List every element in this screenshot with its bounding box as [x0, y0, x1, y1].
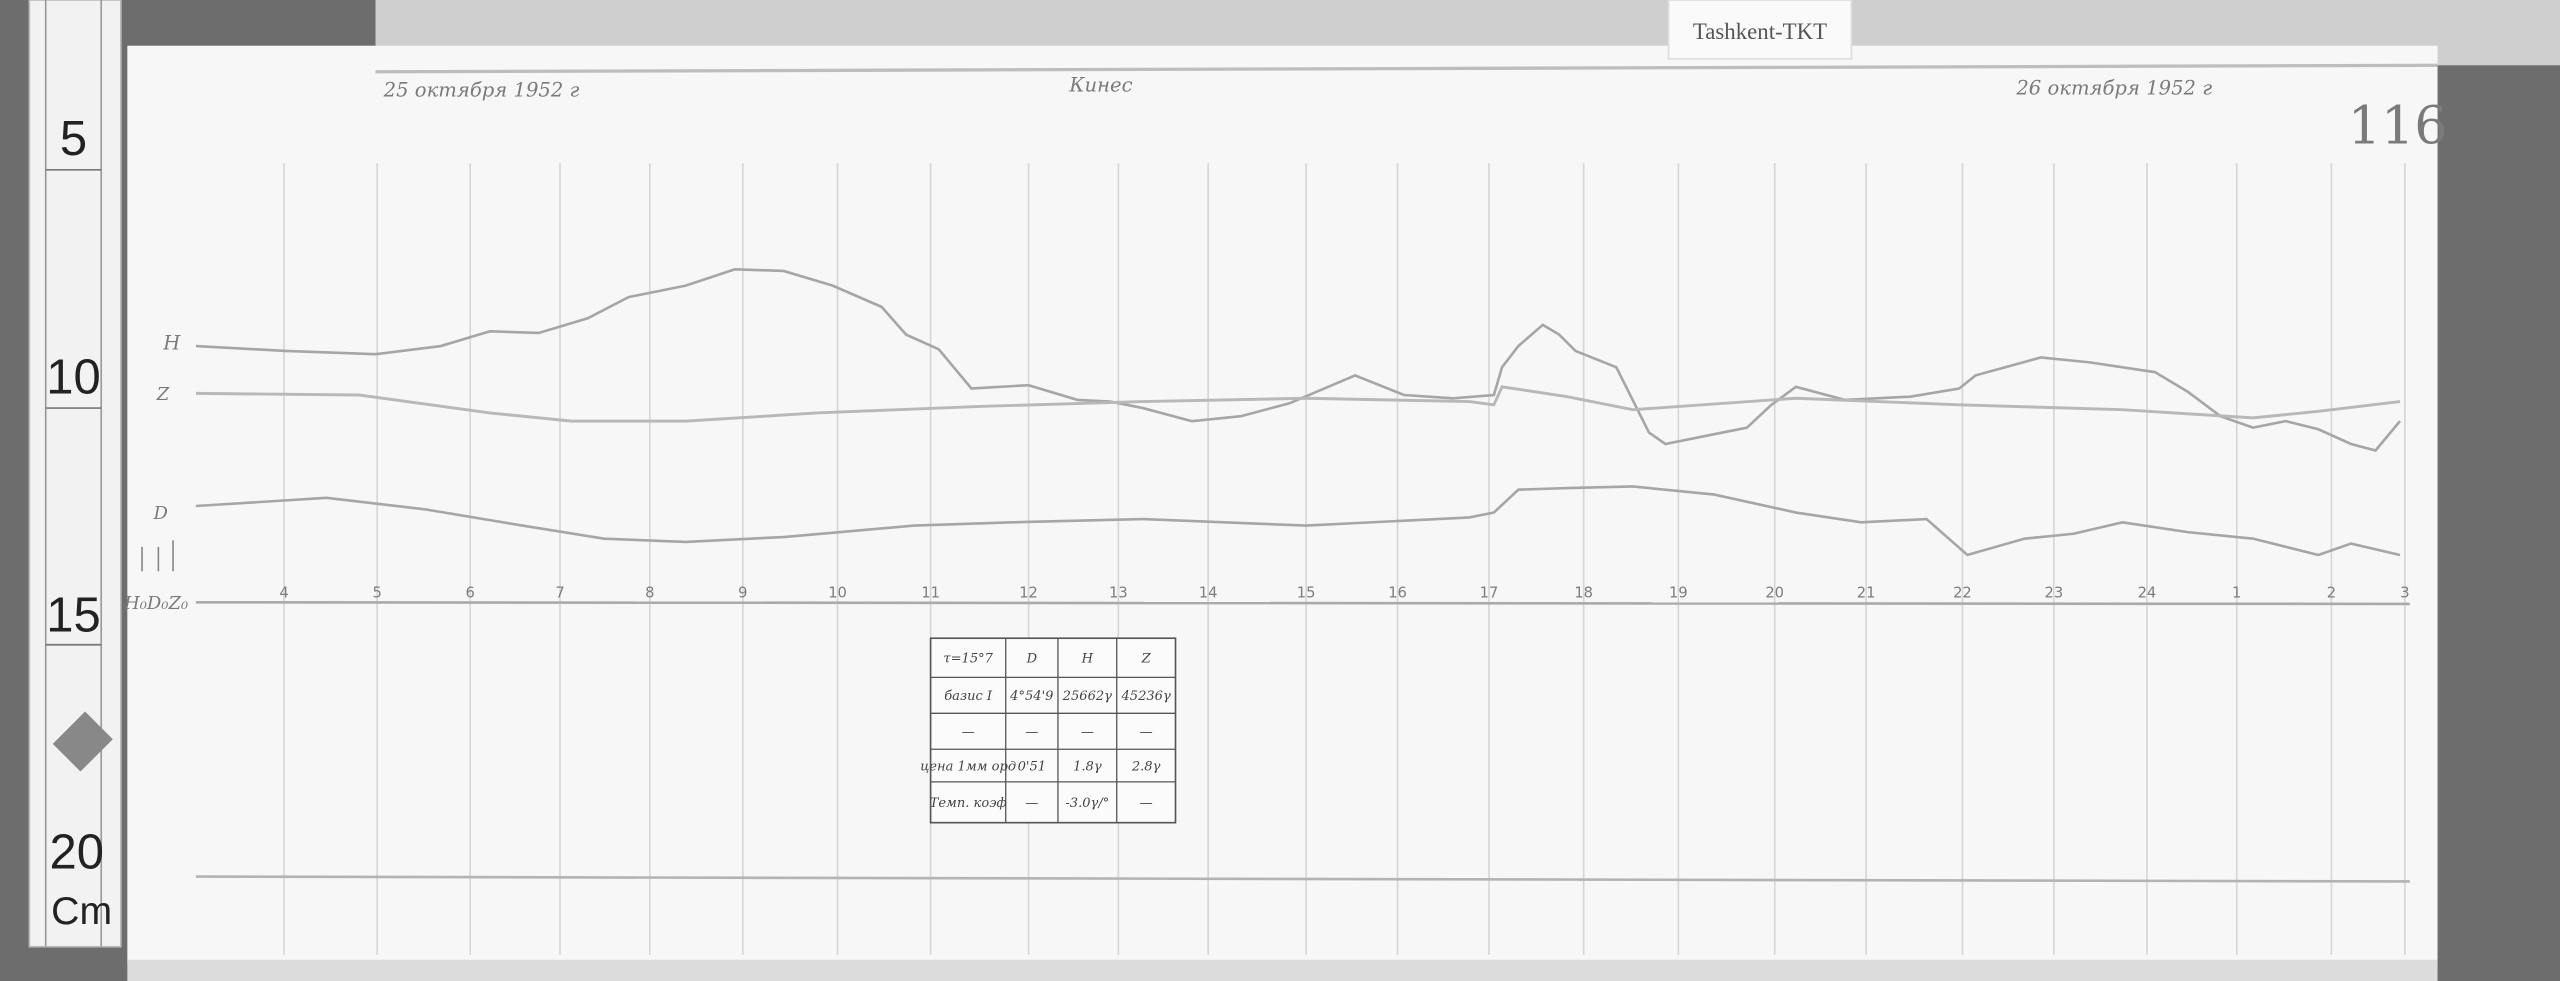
- table-cell: —: [1081, 725, 1094, 740]
- baseline-label: H₀D₀Z₀: [123, 593, 188, 614]
- hour-label: 23: [2045, 584, 2064, 601]
- hour-label: 6: [466, 584, 475, 601]
- ruler-mark-10: 10: [46, 350, 100, 404]
- ruler-unit: Cm: [51, 890, 112, 933]
- station-label: Tashkent-TKT: [1667, 0, 1853, 60]
- hour-label: 15: [1297, 584, 1316, 601]
- hour-label: 2: [2327, 584, 2336, 601]
- hour-label: 24: [2138, 584, 2157, 601]
- hour-label: 9: [738, 584, 747, 601]
- ruler: 5 10 15 20 Cm: [28, 0, 122, 948]
- ruler-mark-15: 15: [46, 589, 100, 643]
- table-cell: цена 1мм орд: [920, 759, 1016, 774]
- sheet-number: 116: [2348, 97, 2448, 157]
- ruler-clip: [52, 711, 113, 772]
- z-trace: [195, 385, 2401, 423]
- table-cell: 25662γ: [1062, 689, 1113, 704]
- h-trace-label: H: [162, 331, 181, 354]
- sleeve-edge: [375, 63, 2438, 74]
- table-cell: —: [1025, 796, 1038, 811]
- table-cell: 45236γ: [1120, 689, 1171, 704]
- hour-label: 21: [1857, 584, 1876, 601]
- hour-label: 19: [1669, 584, 1688, 601]
- hour-label: 20: [1765, 584, 1784, 601]
- table-cell: 1.8γ: [1073, 759, 1102, 774]
- baseline: [195, 601, 2410, 606]
- table-header-cell: τ=15°7: [943, 652, 993, 667]
- hour-label: 13: [1109, 584, 1128, 601]
- d-trace-label: D: [152, 503, 167, 524]
- z-trace-label: Z: [156, 384, 170, 405]
- hour-label: 8: [645, 584, 654, 601]
- ruler-mark-5: 5: [60, 112, 87, 166]
- time-line: [195, 875, 2410, 883]
- hour-label: 7: [555, 584, 564, 601]
- table-cell: —: [962, 725, 975, 740]
- hour-label: 11: [921, 584, 940, 601]
- paper-edge: [127, 959, 2438, 981]
- table-cell: базис I: [944, 689, 993, 704]
- table-header-cell: D: [1026, 652, 1038, 667]
- chart-paper: [127, 45, 2438, 964]
- station-label-text: Tashkent-TKT: [1693, 19, 1827, 44]
- table-cell: Темп. коэф: [930, 796, 1007, 811]
- ruler-mark-20: 20: [49, 825, 103, 879]
- h-trace: [195, 268, 2402, 452]
- table-cell: —: [1140, 796, 1153, 811]
- table-cell: -3.0γ/°: [1065, 796, 1109, 811]
- date-left: 25 октября 1952 г: [383, 78, 580, 101]
- table-header-cell: H: [1081, 652, 1094, 667]
- hour-label: 22: [1953, 584, 1972, 601]
- table-cell: —: [1140, 725, 1153, 740]
- hour-label: 12: [1019, 584, 1038, 601]
- hour-label: 18: [1574, 584, 1593, 601]
- hour-label: 16: [1388, 584, 1407, 601]
- table-cell: 4°54'9: [1009, 689, 1053, 704]
- hour-label: 4: [279, 584, 288, 601]
- hour-label: 3: [2400, 584, 2409, 601]
- hour-label: 17: [1480, 584, 1499, 601]
- hour-label: 10: [828, 584, 847, 601]
- table-cell: 2.8γ: [1131, 759, 1161, 774]
- arrow-marks: [141, 540, 174, 572]
- date-right: 26 октября 1952 г: [2015, 77, 2212, 100]
- table-header-cell: Z: [1141, 652, 1152, 667]
- table-cell: —: [1025, 725, 1038, 740]
- table-cell: 0'51: [1018, 759, 1047, 774]
- d-trace: [195, 485, 2401, 557]
- hour-label: 1: [2232, 584, 2241, 601]
- station-name: Кинес: [1068, 73, 1132, 96]
- hour-label: 14: [1199, 584, 1218, 601]
- hour-label: 5: [372, 584, 381, 601]
